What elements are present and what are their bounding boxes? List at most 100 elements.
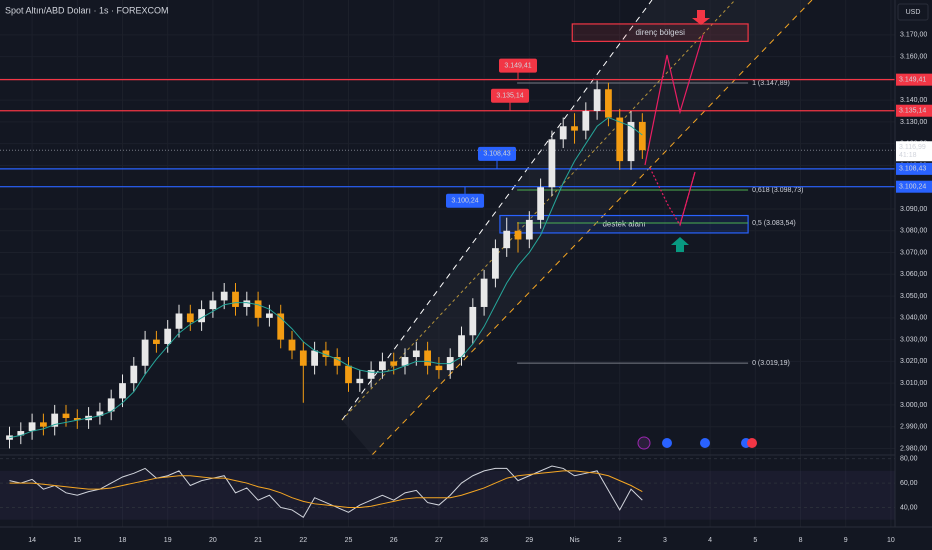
candle-body — [424, 350, 432, 366]
x-tick-label: 2 — [618, 537, 622, 544]
axis-level-label: 3.149,41 — [899, 77, 926, 84]
x-tick-label: 10 — [887, 537, 895, 544]
candle-body — [435, 365, 443, 371]
candle-body — [390, 361, 398, 366]
level-badge — [499, 58, 537, 73]
fib-label: 0,5 (3.083,54) — [752, 220, 796, 227]
y-tick-label: 3.090,00 — [900, 206, 927, 213]
candle-body — [616, 117, 624, 162]
candle-body — [367, 370, 375, 379]
x-tick-label: 27 — [435, 537, 443, 544]
last-price-label: 3.116,99 — [899, 144, 926, 151]
fib-label: 0,618 (3.098,73) — [752, 187, 803, 194]
x-tick-label: 5 — [753, 537, 757, 544]
y-tick-label: 3.070,00 — [900, 249, 927, 256]
candle-body — [232, 291, 239, 307]
candle-body — [345, 365, 352, 384]
x-tick-label: 21 — [254, 537, 262, 544]
candle-body — [119, 383, 126, 399]
fib-label: 1 (3.147,89) — [752, 80, 790, 87]
candle-body — [458, 335, 465, 358]
candle-body — [379, 361, 386, 371]
candle-body — [322, 350, 330, 358]
rsi-tick-label: 40,00 — [900, 504, 918, 511]
candle-body — [537, 187, 545, 220]
x-tick-label: 15 — [73, 537, 81, 544]
y-tick-label: 3.140,00 — [900, 97, 927, 104]
currency-label: USD — [906, 9, 921, 16]
x-tick-label: 9 — [844, 537, 848, 544]
level-badge-label: 3.149,41 — [504, 63, 531, 70]
rsi-tick-label: 60,00 — [900, 480, 918, 487]
currency-button[interactable] — [897, 3, 929, 21]
candle-body — [311, 350, 318, 366]
candle-body — [40, 422, 47, 427]
rsi-tick-label: 80,00 — [900, 456, 918, 463]
y-tick-label: 3.040,00 — [900, 315, 927, 322]
axis-level-badge — [896, 162, 932, 175]
level-badge — [491, 88, 529, 103]
candle-body — [153, 339, 160, 344]
candle-body — [141, 339, 149, 366]
candle-body — [469, 306, 477, 336]
level-badge — [478, 146, 516, 161]
y-tick-label: 2.990,00 — [900, 424, 927, 431]
candle-body — [593, 89, 601, 112]
candle-body — [559, 126, 567, 140]
candle-body — [17, 431, 25, 436]
y-tick-label: 3.160,00 — [900, 53, 927, 60]
x-tick-label: 14 — [28, 537, 36, 544]
projection-arrow — [644, 34, 704, 166]
projection-arrow — [679, 171, 696, 226]
x-tick-label: 25 — [345, 537, 353, 544]
down-arrow-icon — [692, 10, 710, 25]
axis-level-badge — [896, 73, 932, 86]
level-badge — [446, 193, 484, 208]
x-tick-label: 19 — [164, 537, 172, 544]
candle-body — [582, 111, 590, 131]
candle-body — [503, 230, 511, 249]
y-tick-label: 3.010,00 — [900, 380, 927, 387]
event-icon[interactable] — [662, 438, 672, 448]
last-price-badge — [896, 141, 932, 162]
candle-body — [333, 357, 341, 366]
candle-body — [299, 350, 307, 366]
candle-body — [209, 300, 217, 310]
x-tick-label: 4 — [708, 537, 712, 544]
event-icon[interactable] — [747, 438, 757, 448]
candle-body — [605, 89, 612, 118]
axis-level-label: 3.135,14 — [899, 108, 926, 115]
candle-body — [525, 219, 533, 240]
fib-label: 0 (3.019,19) — [752, 360, 790, 367]
candle-body — [243, 300, 251, 307]
x-tick-label: 20 — [209, 537, 217, 544]
x-tick-label: 28 — [480, 537, 488, 544]
candle-body — [548, 139, 556, 188]
event-icon[interactable] — [637, 436, 651, 450]
candle-body — [627, 121, 635, 162]
candle-body — [62, 413, 70, 418]
candle-body — [107, 398, 115, 412]
candle-body — [51, 413, 59, 427]
candle-body — [571, 126, 578, 131]
axis-level-badge — [896, 104, 932, 117]
axis-level-label: 3.100,24 — [899, 184, 926, 191]
chart-title: Spot Altın/ABD Doları · 1s · FOREXCOM — [5, 5, 169, 15]
y-tick-label: 2.980,00 — [900, 445, 927, 452]
up-arrow-icon — [671, 237, 689, 252]
event-icon[interactable] — [700, 438, 710, 448]
rsi-ma-line — [9, 470, 643, 508]
axis-level-label: 3.108,43 — [899, 166, 926, 173]
x-tick-label: 22 — [299, 537, 307, 544]
candle-body — [412, 350, 420, 358]
candle-body — [480, 278, 488, 307]
zone — [571, 23, 749, 42]
candle-body — [175, 313, 183, 329]
candle-body — [277, 313, 285, 340]
candle-body — [492, 248, 499, 279]
rsi-band — [0, 470, 895, 520]
x-tick-label: 18 — [119, 537, 127, 544]
zone — [499, 214, 749, 234]
x-tick-label: Nis — [569, 537, 580, 544]
